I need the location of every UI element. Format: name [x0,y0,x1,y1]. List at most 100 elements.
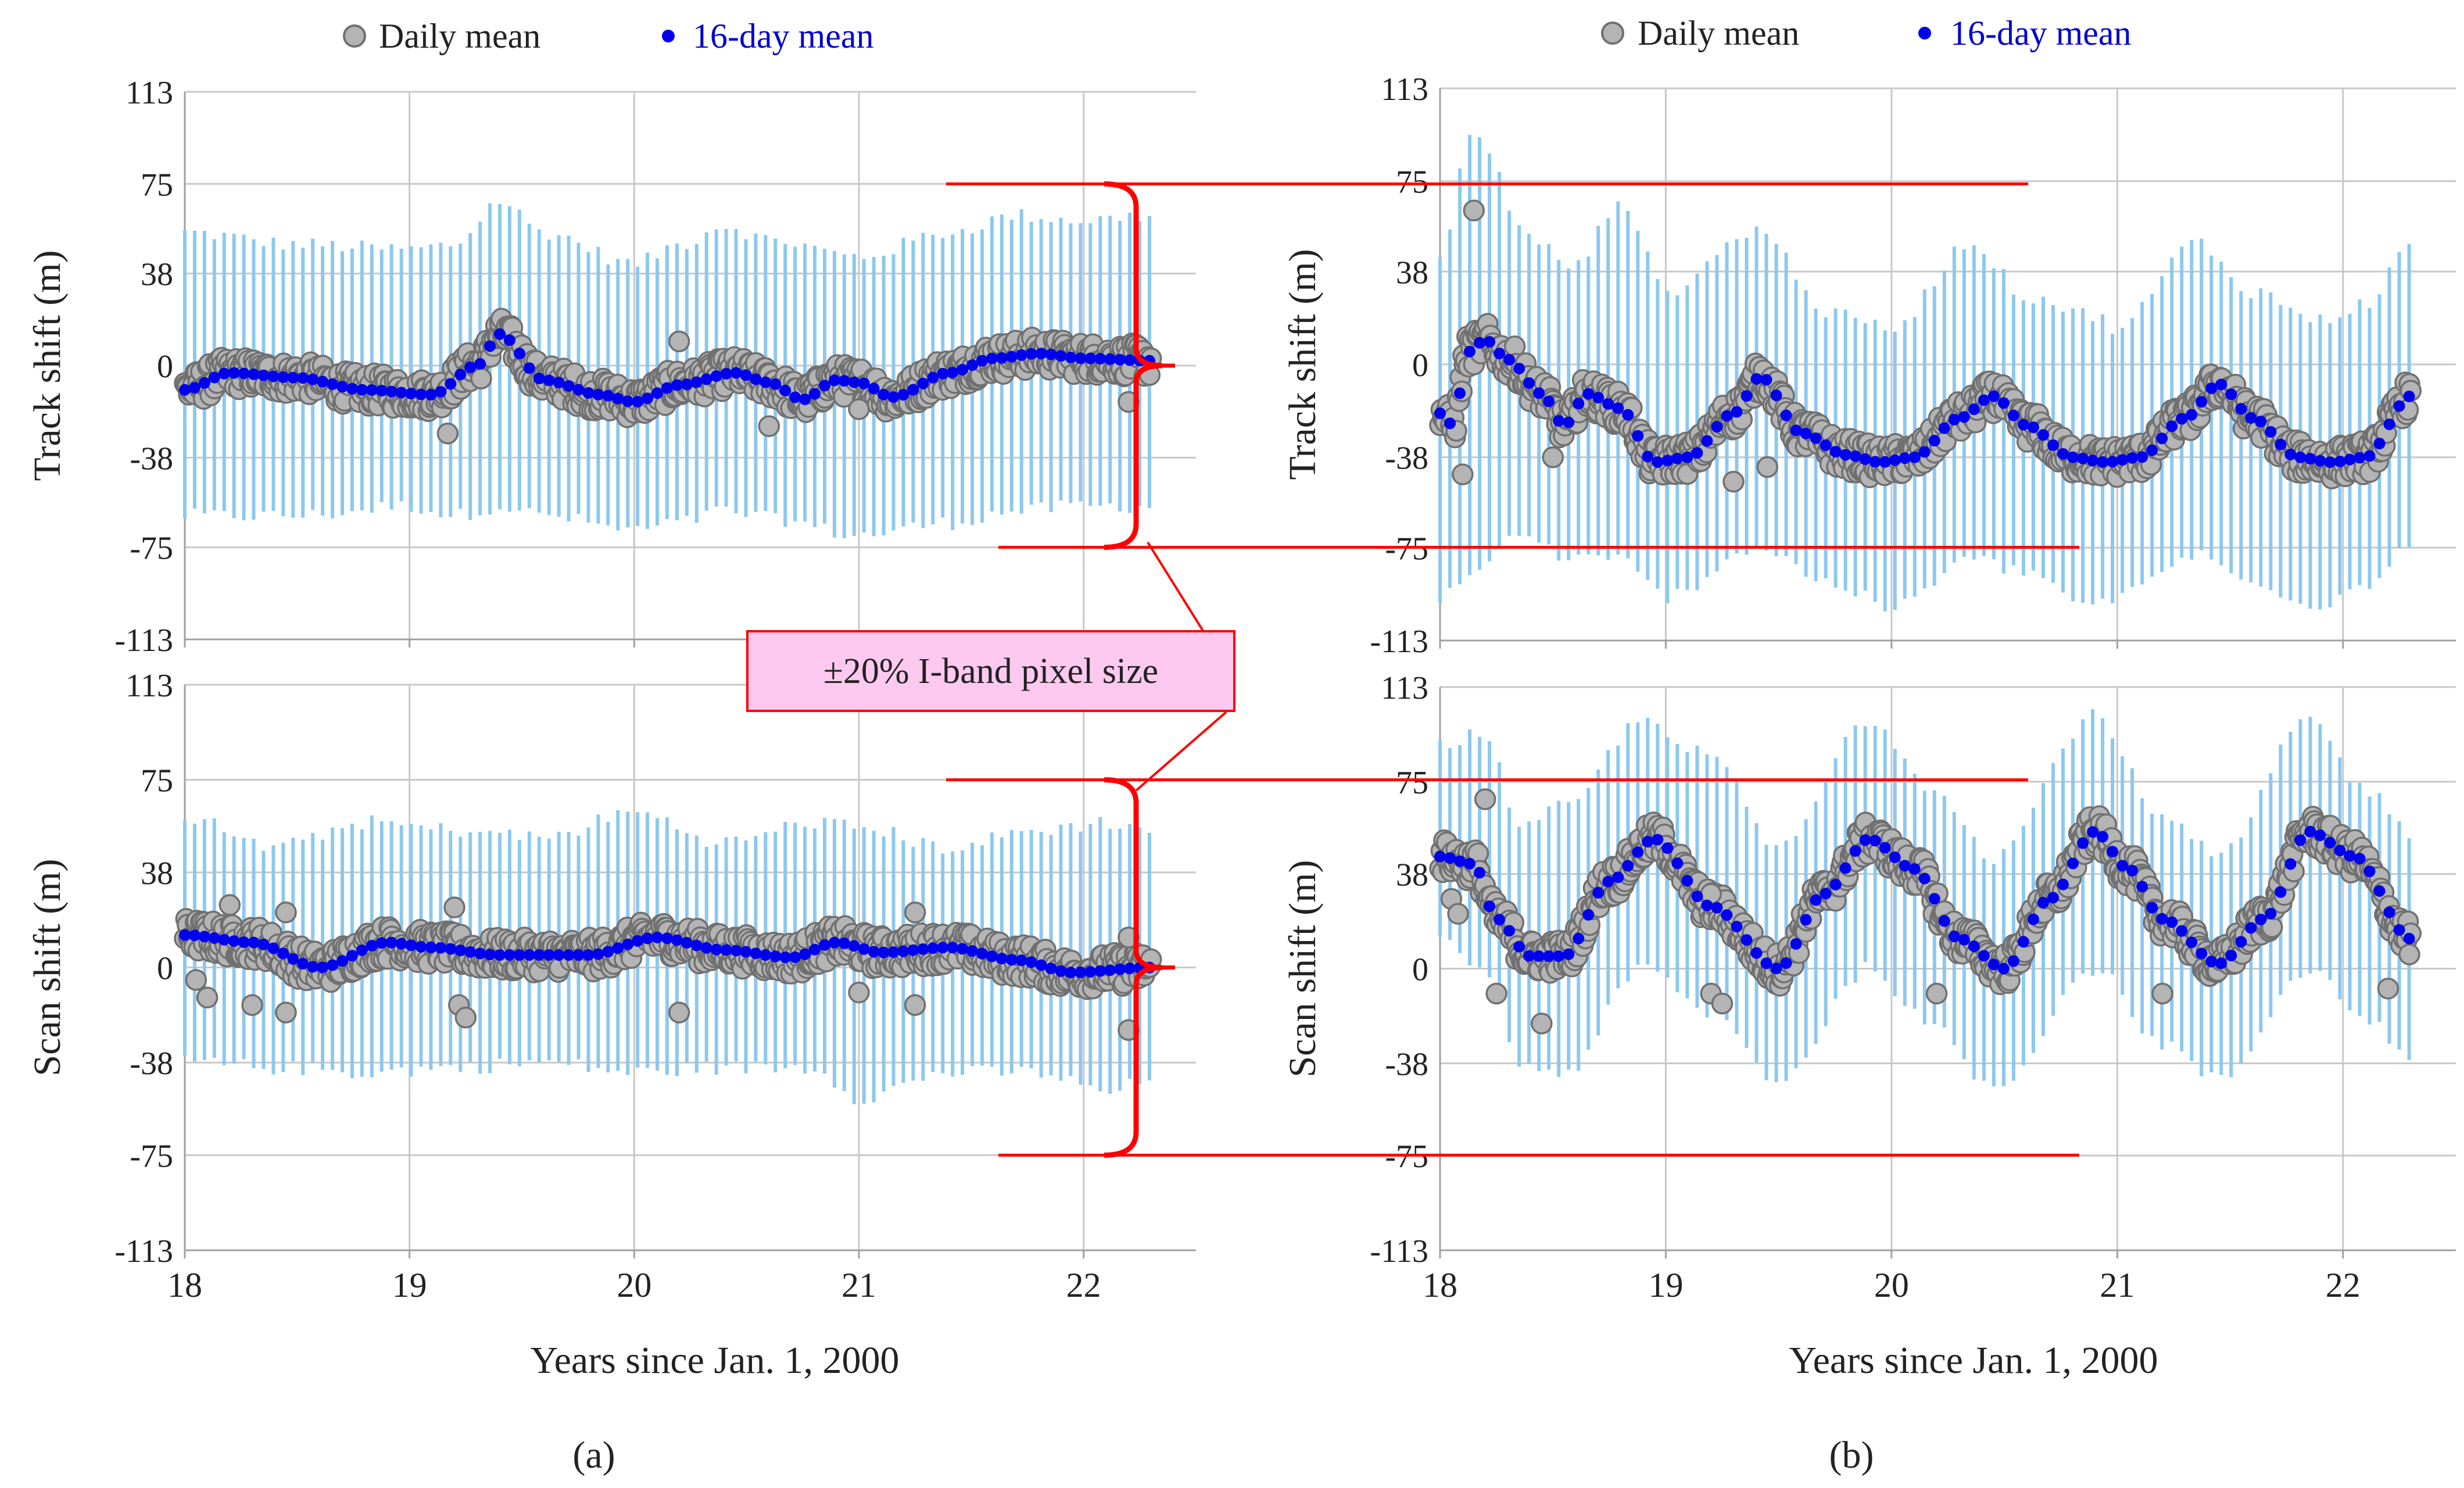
daily-point-outlier [1452,463,1474,485]
callout-text: ±20% I-band pixel size [823,652,1158,691]
mean16-point [1543,395,1555,407]
mean16-point [2354,853,2366,865]
mean16-point [828,936,840,949]
mean16-point [336,955,349,967]
mean16-point [2116,454,2129,466]
mean16-point [1015,954,1027,967]
daily-point-outlier [443,896,465,918]
mean16-point [1582,908,1595,921]
mean16-point [1829,878,1842,890]
mean16-point [1740,390,1753,402]
daily-point-outlier [668,1001,690,1024]
y-tick-label: 113 [126,75,173,111]
mean16-point [681,378,693,391]
mean16-point [582,387,594,399]
mean16-point [897,945,909,957]
mean16-point [602,389,614,402]
mean16-point [632,935,644,947]
x-axis-title-b: Years since Jan. 1, 2000 [1789,1339,2158,1382]
mean16-point [1701,899,1713,911]
mean16-point [868,382,880,395]
mean16-point [1025,956,1037,968]
y-axis-title: Track shift (m) [26,250,69,481]
mean16-point [513,348,525,360]
mean16-point [1582,388,1595,400]
mean16-point [2255,416,2267,428]
mean16-point [2037,896,2049,908]
mean16-point [2017,936,2029,948]
mean16-point [1908,451,1921,463]
mean16-point [1701,435,1713,447]
mean16-point [1602,398,1614,410]
mean16-point [366,940,378,952]
mean16-point [995,953,1008,965]
mean16-point [2284,858,2297,870]
mean16-point [730,367,742,379]
mean16-point [1691,890,1703,902]
mean16-point [887,391,900,403]
mean16-point [572,384,585,396]
mean16-point [307,373,319,385]
mean16-point [2354,452,2366,464]
mean16-point [1005,350,1018,363]
mean16-point [2403,391,2415,403]
mean16-point [1065,351,1077,363]
mean16-point [405,388,417,400]
mean16-point [582,949,594,961]
mean16-point [632,396,644,408]
mean16-point [1553,950,1565,963]
mean16-point [1503,353,1516,366]
mean16-point [779,384,792,396]
mean16-point [2116,860,2129,872]
x-tick-label: 21 [2100,1266,2134,1304]
y-tick-label: 38 [141,856,173,892]
mean16-point [2007,955,2019,967]
mean16-point [395,387,407,399]
mean16-point [671,379,683,391]
mean16-point [287,953,299,965]
mean16-point [878,388,890,400]
mean16-point [2027,421,2039,434]
mean16-point [2176,413,2188,425]
legend-mean16-label: 16-day mean [693,17,874,55]
mean16-point [2324,456,2336,468]
mean16-point [1494,348,1506,360]
mean16-point [1770,963,1782,975]
mean16-point [1045,963,1057,975]
mean16-point [198,377,210,389]
mean16-point [2344,453,2356,466]
y-axis-title: Scan shift (m) [26,859,69,1076]
mean16-point [297,957,309,970]
mean16-point [966,945,979,957]
mean16-point [494,328,506,340]
y-axis-title: Track shift (m) [1281,249,1324,480]
mean16-point [887,946,900,958]
mean16-point [868,946,880,958]
mean16-point [1622,409,1634,421]
mean16-point [2215,378,2227,391]
mean16-point [1494,914,1506,926]
y-tick-label: -75 [1385,531,1428,567]
mean16-point [2215,957,2227,970]
mean16-point [2265,907,2277,920]
mean16-point [1055,350,1067,362]
y-tick-label: 113 [1381,71,1428,108]
daily-point-outlier [848,398,870,420]
mean16-point [1484,900,1496,913]
x-tick-label: 22 [1066,1266,1101,1304]
mean16-point [1968,940,1980,952]
y-tick-label: -113 [1370,624,1428,660]
mean16-point [661,932,673,945]
mean16-point [385,385,397,398]
mean16-point [1750,373,1763,385]
daily-point-outlier [2377,978,2399,1000]
daily-point [470,367,492,389]
mean16-point [1987,958,2000,971]
x-tick-label: 18 [167,1266,202,1304]
mean16-point [1523,950,1535,962]
x-tick-label: 22 [2326,1266,2361,1304]
mean16-point [2136,451,2148,463]
y-tick-label: 75 [141,763,173,799]
mean16-point [1642,835,1654,847]
mean16-point [435,942,447,954]
